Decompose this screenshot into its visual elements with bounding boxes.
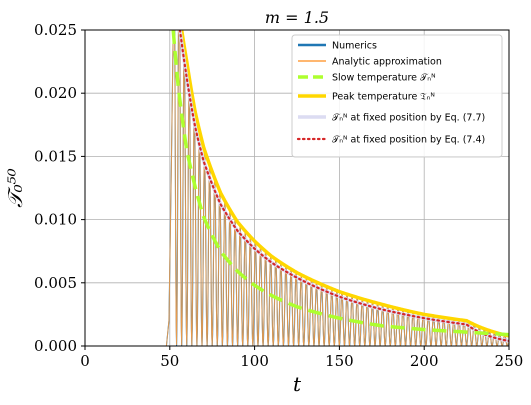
legend-label-peak: Peak temperature 𝔗ₙᴺ bbox=[332, 92, 435, 103]
x-axis-ticks: 0 50 100 150 200 250 bbox=[80, 346, 523, 370]
x-tick-label: 150 bbox=[325, 352, 354, 370]
y-tick-label: 0.020 bbox=[34, 84, 77, 102]
y-tick-label: 0.000 bbox=[34, 337, 77, 355]
legend-label-analytic: Analytic approximation bbox=[332, 57, 442, 68]
y-tick-label: 0.005 bbox=[34, 274, 77, 292]
legend: Numerics Analytic approximation Slow tem… bbox=[291, 34, 503, 158]
series-eq74 bbox=[178, 30, 509, 343]
y-axis-ticks: 0.000 0.005 0.010 0.015 0.020 0.025 bbox=[34, 21, 85, 355]
series-slow-temperature bbox=[171, 30, 509, 337]
legend-label-eq77: 𝒯ₙᴺ at fixed position by Eq. (7.7) bbox=[332, 113, 485, 124]
y-tick-label: 0.015 bbox=[34, 147, 77, 165]
axes-frame bbox=[84, 29, 510, 347]
x-tick-label: 250 bbox=[495, 352, 524, 370]
y-tick-label: 0.025 bbox=[34, 21, 77, 39]
chart-title: m = 1.5 bbox=[265, 8, 329, 27]
x-axis-label: t bbox=[293, 372, 302, 396]
y-axis-label: 𝒯₀⁵⁰ bbox=[3, 168, 27, 207]
legend-box bbox=[291, 34, 503, 158]
legend-label-eq74: 𝒯ₙᴺ at fixed position by Eq. (7.4) bbox=[332, 135, 485, 146]
y-tick-label: 0.010 bbox=[34, 211, 77, 229]
x-tick-label: 0 bbox=[80, 352, 90, 370]
legend-label-slow: Slow temperature 𝒯ₙᴺ bbox=[332, 73, 436, 84]
plot-area bbox=[85, 30, 509, 346]
x-tick-label: 200 bbox=[410, 352, 439, 370]
series-analytic bbox=[85, 30, 509, 346]
series-peak-temperature bbox=[179, 30, 509, 338]
legend-label-numerics: Numerics bbox=[332, 41, 377, 52]
x-tick-label: 100 bbox=[240, 352, 269, 370]
x-tick-label: 50 bbox=[160, 352, 179, 370]
